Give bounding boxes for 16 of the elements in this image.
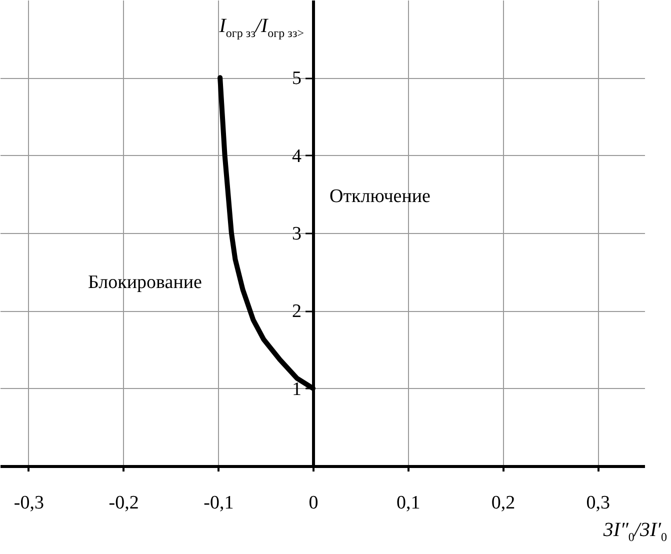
x-tick-label: -0,1 bbox=[204, 492, 234, 514]
y-tick-label: 1 bbox=[292, 378, 302, 400]
y-tick-label: 2 bbox=[292, 301, 302, 322]
x-tick-label: -0,3 bbox=[14, 492, 44, 514]
x-tick-label: 0,1 bbox=[396, 492, 420, 514]
y-tick-label: 3 bbox=[292, 224, 302, 244]
x-tick-label: 0,2 bbox=[491, 492, 516, 514]
x-tick-label: 0,3 bbox=[586, 492, 610, 514]
y-axis-title: I$_{огр зз}$/I$_{огр зз>}$ bbox=[218, 15, 305, 40]
annotation: Отключение bbox=[330, 186, 430, 207]
y-tick-label: 5 bbox=[292, 68, 302, 90]
y-tick-label: 4 bbox=[292, 146, 302, 167]
annotation: Блокирование bbox=[88, 272, 202, 293]
x-tick-label: 0 bbox=[308, 492, 318, 514]
x-tick-label: -0,2 bbox=[108, 492, 139, 514]
x-axis-title: 3I″$_{0}$/3I′$_{0}$ bbox=[602, 519, 668, 544]
